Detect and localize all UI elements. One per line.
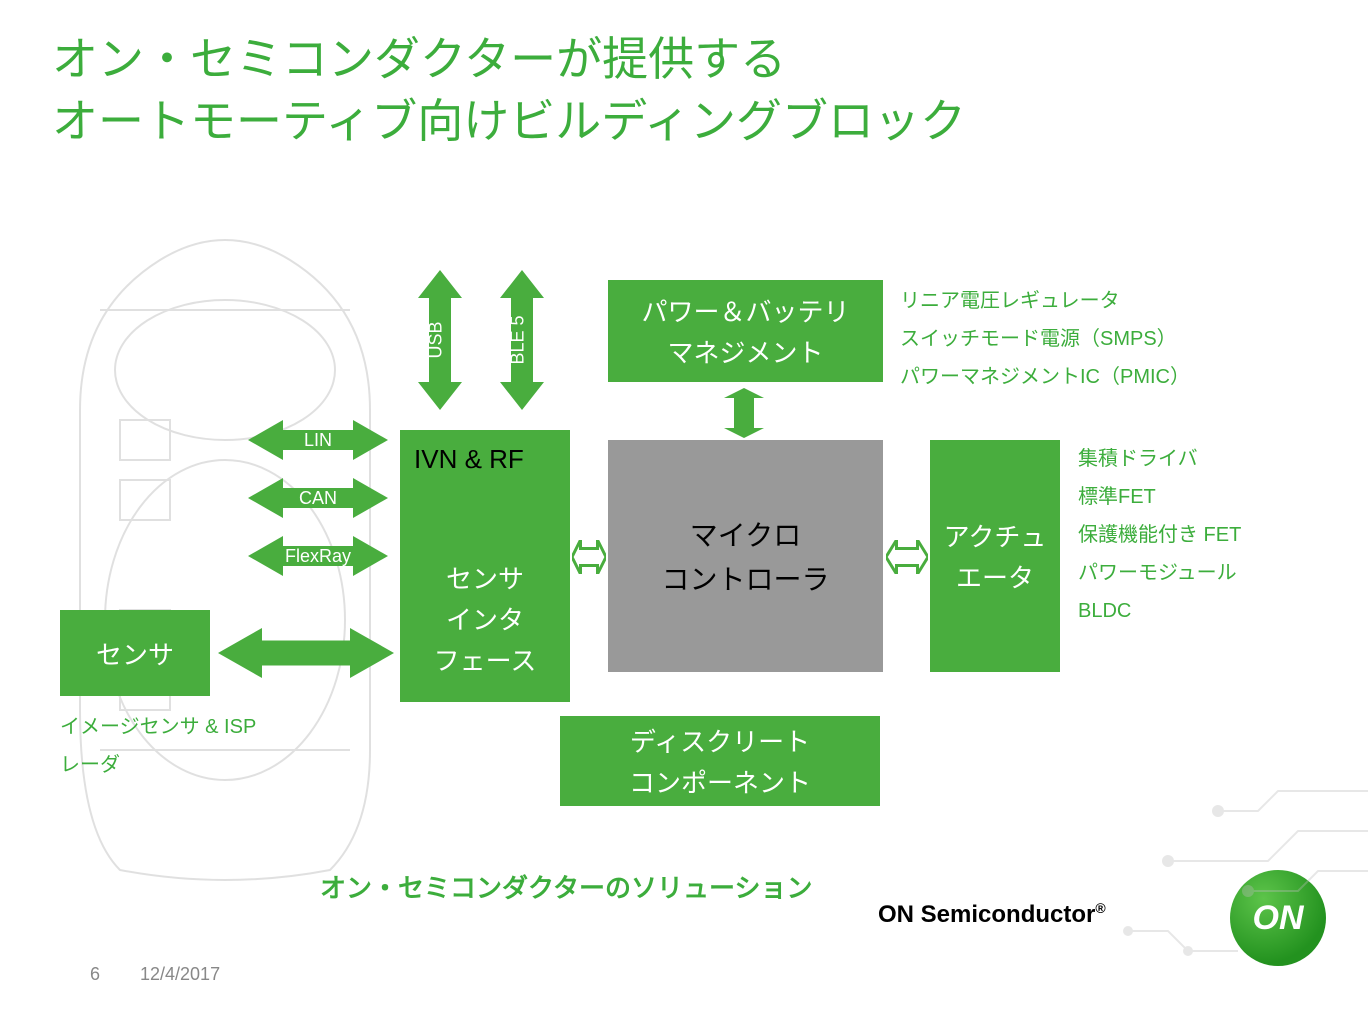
ivnrf-main-label: センサインタフェース xyxy=(434,559,537,678)
footer-caption: オン・セミコンダクターのソリューション xyxy=(320,868,812,905)
arrow-label-flex: FlexRay xyxy=(248,536,388,576)
sidelist-power_notes: リニア電圧レギュレータスイッチモード電源（SMPS）パワーマネジメントIC（PM… xyxy=(900,282,1190,396)
slide-title: オン・セミコンダクターが提供する オートモーティブ向けビルディングブロック xyxy=(52,28,966,152)
ivnrf-top-label: IVN & RF xyxy=(414,444,524,475)
block-label-power: パワー＆バッテリマネジメント xyxy=(641,292,849,370)
sidelist-item: 保護機能付き FET xyxy=(1078,516,1241,554)
arrow-label-ble: BLE 5 xyxy=(508,315,529,364)
sidelist-item: 集積ドライバ xyxy=(1078,440,1241,478)
block-micro: マイクロコントローラ xyxy=(608,440,883,672)
sidelist-item: 標準FET xyxy=(1078,478,1241,516)
arrow-sensor_link xyxy=(218,628,394,678)
block-discrete: ディスクリートコンポーネント xyxy=(560,716,880,806)
sidelist-sensor_notes: イメージセンサ & ISPレーダ xyxy=(60,708,256,784)
block-sensor: センサ xyxy=(60,610,210,696)
sidelist-item: レーダ xyxy=(60,746,256,784)
arrow-ble: BLE 5 xyxy=(500,270,544,410)
circuit-deco-icon xyxy=(1108,761,1368,916)
arrow-flex: FlexRay xyxy=(248,536,388,576)
arrow-label-usb: USB xyxy=(426,321,447,358)
brand-text: ON Semiconductor® xyxy=(878,900,1106,929)
block-actuator: アクチュエータ xyxy=(930,440,1060,672)
sidelist-item: パワーモジュール xyxy=(1078,554,1241,592)
title-line1: オン・セミコンダクターが提供する xyxy=(52,33,786,85)
sidelist-item: BLDC xyxy=(1078,592,1241,630)
page-date: 12/4/2017 xyxy=(140,964,220,985)
arrow-label-lin: LIN xyxy=(248,420,388,460)
sidelist-actuator_notes: 集積ドライバ標準FET保護機能付き FETパワーモジュールBLDC xyxy=(1078,440,1241,630)
block-label-discrete: ディスクリートコンポーネント xyxy=(629,722,811,800)
sidelist-item: リニア電圧レギュレータ xyxy=(900,282,1190,320)
circuit-deco2-icon xyxy=(1118,921,1238,986)
sidelist-item: イメージセンサ & ISP xyxy=(60,708,256,746)
title-line2: オートモーティブ向けビルディングブロック xyxy=(52,95,966,147)
brand-reg: ® xyxy=(1095,900,1105,916)
arrow-ivn_micro xyxy=(572,540,606,574)
sidelist-item: パワーマネジメントIC（PMIC） xyxy=(900,358,1190,396)
arrow-usb: USB xyxy=(418,270,462,410)
arrow-micro_act xyxy=(886,540,928,574)
block-power: パワー＆バッテリマネジメント xyxy=(608,280,883,382)
arrow-lin: LIN xyxy=(248,420,388,460)
page-number: 6 xyxy=(90,964,100,985)
brand-name: ON Semiconductor xyxy=(878,901,1095,928)
arrow-can: CAN xyxy=(248,478,388,518)
sidelist-item: スイッチモード電源（SMPS） xyxy=(900,320,1190,358)
block-label-micro: マイクロコントローラ xyxy=(661,514,829,598)
block-label-sensor: センサ xyxy=(96,635,174,672)
block-label-actuator: アクチュエータ xyxy=(944,517,1047,595)
arrow-label-can: CAN xyxy=(248,478,388,518)
arrow-power_micro xyxy=(724,388,764,438)
